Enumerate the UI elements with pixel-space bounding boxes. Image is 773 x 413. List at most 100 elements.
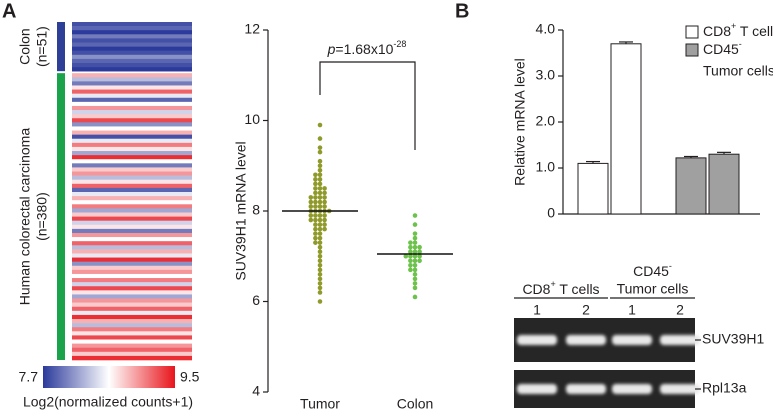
point [322,222,327,227]
heatmap-row [72,42,192,47]
group-n-label: (n=380) [34,192,50,241]
legend-label-part: CD8 [703,23,731,39]
heatmap-row [72,257,192,262]
point [412,240,418,245]
y-tick-label: 4 [252,383,260,399]
y-tick-label: 0 [547,205,555,221]
point [412,222,418,227]
point [412,231,418,236]
point [317,158,323,164]
heatmap-row [72,89,192,94]
group-label: Human colorectal carcinoma [17,128,33,306]
heatmap-row [72,278,192,283]
point [317,177,323,182]
point [317,181,323,187]
heatmap-row [72,62,192,68]
gel-group-label-part: CD8 [522,281,550,297]
gel-band [566,335,606,345]
bar [675,157,707,215]
y-tick-label: 12 [244,21,260,37]
point [313,190,318,196]
point [412,285,418,291]
heatmap-row [72,241,192,246]
heatmap-row [72,249,192,254]
point [417,244,422,250]
heatmap-row [72,196,192,201]
heatmap-row [72,253,192,258]
heatmap-row [72,314,192,320]
point [317,281,323,286]
point [417,253,422,259]
heatmap-row [72,319,192,324]
heatmap-row [72,351,192,357]
group-bar [57,73,65,361]
point [412,263,418,268]
point [313,172,318,178]
point [308,199,314,205]
heatmap-row [72,228,192,234]
point [317,272,323,277]
point [317,226,323,232]
gel-group-label-part: - [669,261,672,271]
point [313,213,318,218]
point [322,195,327,200]
point [412,276,418,282]
y-axis-label: SUV39H1 mRNA level [233,141,249,280]
colorbar-title: Log2(normalized counts+1) [23,394,193,410]
p-value: p=1.68x10-28 [327,39,407,56]
legend-label-part: - [739,39,742,49]
legend-label: CD45- [703,39,742,56]
heatmap-row [72,93,192,99]
heatmap-row [72,67,192,72]
heatmap-row [72,335,192,340]
heatmap-row [72,171,192,176]
heatmap-row [72,163,192,168]
point [317,190,323,196]
point [313,222,318,227]
heatmap-row [72,118,192,123]
legend-label-part: CD45 [703,41,739,57]
heatmap-row [72,101,192,107]
gel-group-label-part: + [550,279,555,289]
heatmap-row [72,347,192,353]
heatmap-row [72,183,192,189]
y-tick-label: 8 [252,202,260,218]
heatmap-row [72,50,192,56]
point [317,172,323,178]
p-value-part: =1.68x10 [335,41,393,57]
heatmap-row [72,73,192,78]
point [408,253,413,259]
heatmap-row [72,298,192,303]
heatmap-row [72,290,192,295]
point [313,199,318,205]
gel-row-label: SUV39H1 [702,331,764,347]
point [313,231,318,236]
lane-label: 1 [533,302,541,318]
point [412,272,418,277]
p-value-part: -28 [393,39,406,49]
point [412,235,418,241]
heatmap-row [72,306,192,312]
heatmap-row [72,54,192,60]
point [317,186,323,191]
legend-swatch [685,25,699,39]
heatmap-row [72,216,192,221]
heatmap-row [72,85,192,90]
heatmap-row [72,26,192,31]
heatmap-row [72,110,192,115]
legend-swatch [685,43,699,57]
heatmap-row [72,138,192,144]
colorbar [43,366,175,388]
heatmap-row [72,179,192,185]
point [317,253,323,259]
heatmap-row [72,282,192,287]
point [417,249,422,255]
point [408,263,413,268]
heatmap-row [72,269,192,275]
x-tick-label: Colon [397,396,434,412]
point [408,249,413,255]
heatmap-row [72,294,192,299]
bar [610,43,642,215]
point [322,213,327,218]
panel-label: B [455,0,469,22]
